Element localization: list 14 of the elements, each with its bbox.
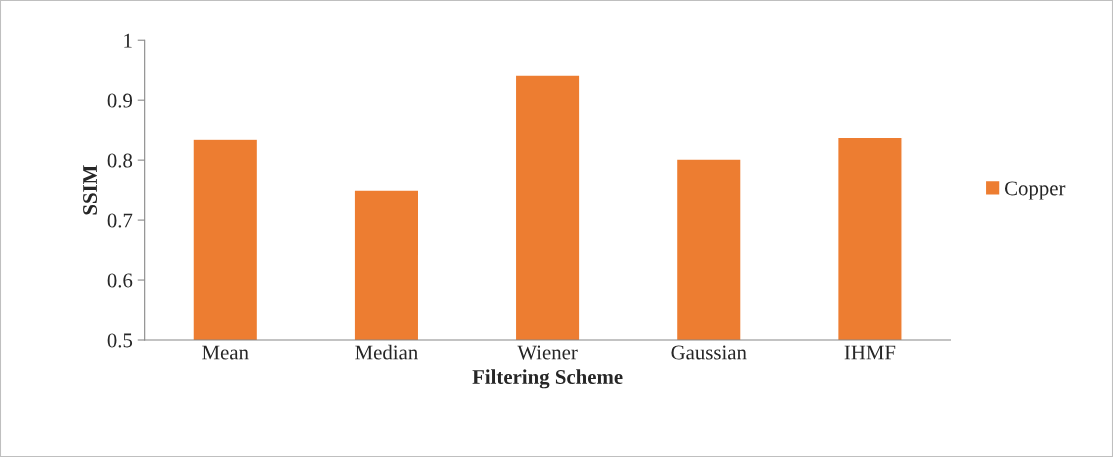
y-tick-label: 1 [124,33,132,48]
y-tick-label: 0.9 [107,93,133,108]
legend-label: Copper [1004,181,1066,200]
y-tick-label: 0.5 [107,333,133,348]
x-axis-title: Filtering Scheme [472,369,623,389]
y-tick-label: 0.8 [107,153,133,168]
x-tick-label: Wiener [517,345,578,360]
x-tick-label: Mean [202,345,249,360]
y-tick-label: 0.7 [107,213,133,228]
y-axis-title: SSIM [83,165,98,215]
x-tick-label: Gaussian [671,345,747,360]
y-tick-label: 0.6 [107,273,133,288]
x-tick-label: Median [355,344,418,360]
x-tick-label: IHMF [844,345,896,360]
